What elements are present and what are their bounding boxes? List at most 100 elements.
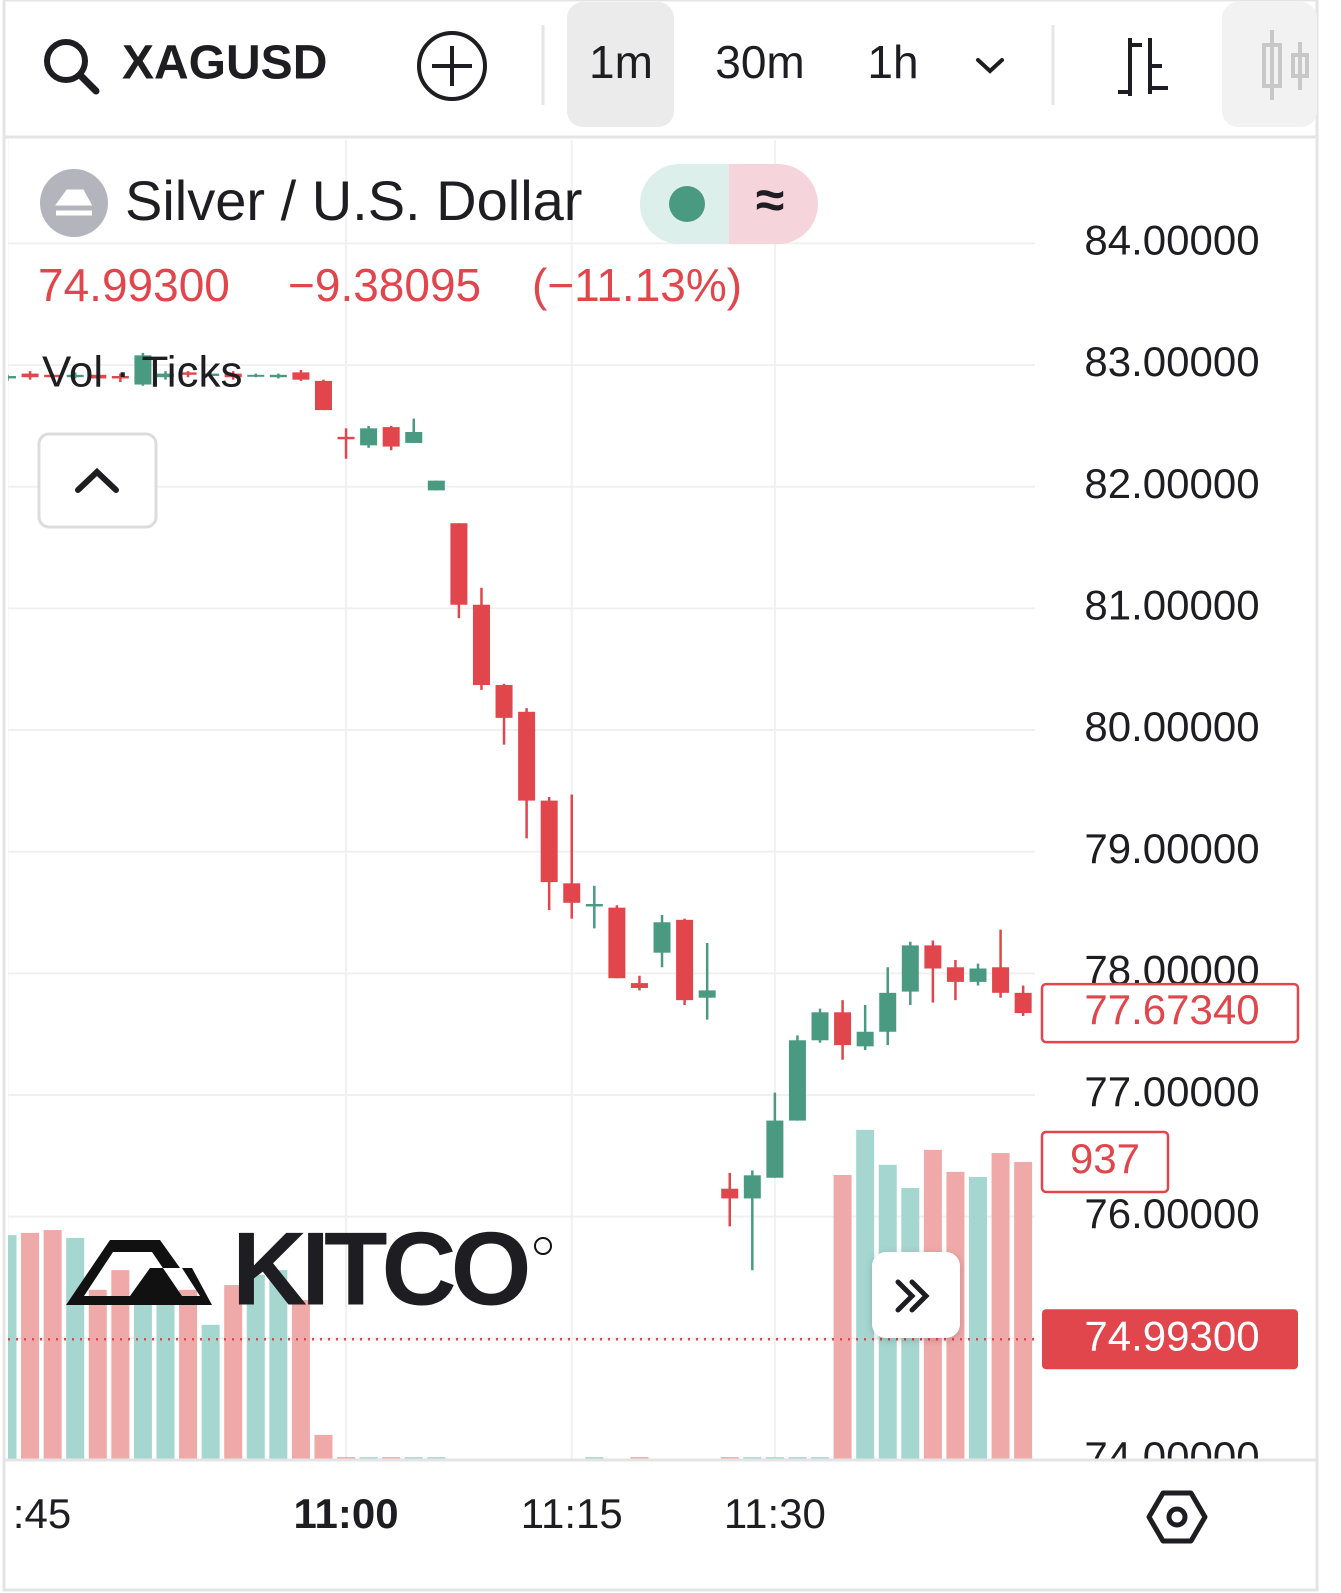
candle-body [992, 967, 1010, 993]
candle-body [743, 1175, 761, 1199]
candle-body [66, 374, 84, 378]
candle-body [879, 992, 897, 1032]
candle-body [111, 376, 129, 379]
button-bg [37, 432, 158, 529]
add-symbol-button[interactable] [417, 31, 487, 101]
y-tick-label: 77.00000 [1084, 1068, 1259, 1115]
button-bg [872, 1252, 960, 1338]
volume-bar [88, 1289, 107, 1460]
volume-bar [314, 1434, 333, 1460]
legend-change-percent: (−11.13%) [532, 259, 742, 311]
gear-icon [1146, 1490, 1208, 1544]
volume-bar [156, 1300, 175, 1460]
volume-bar [8, 1235, 17, 1460]
candle-body [630, 983, 648, 988]
candle-body [360, 428, 378, 446]
candle-body [653, 922, 671, 953]
candle-body [382, 427, 400, 447]
candle-body [134, 355, 152, 385]
price-marker-label: 74.99300 [1084, 1312, 1259, 1359]
time-axis: :45 11:00 11:15 11:30 [13, 1490, 826, 1537]
interval-menu[interactable] [976, 58, 1004, 74]
candle-style-button[interactable] [1222, 2, 1317, 127]
candle-body [946, 967, 964, 982]
candle-body [608, 907, 626, 979]
interval-selected-bg [567, 2, 674, 127]
interval-button[interactable]: 1m [589, 36, 653, 88]
watermark: KITCO [66, 1211, 552, 1327]
candle-body [676, 919, 694, 1001]
x-tick-label: 11:30 [724, 1490, 826, 1537]
candle-body [495, 685, 513, 718]
candle-body [44, 374, 62, 378]
volume-bar [969, 1176, 988, 1460]
candle-body [405, 431, 423, 443]
volume-bar [201, 1324, 220, 1460]
candle-body [563, 883, 581, 903]
interval-button[interactable]: 30m [715, 36, 804, 88]
gear-icon [1166, 1506, 1188, 1528]
chevron-up [75, 467, 119, 493]
volume-bar [833, 1175, 852, 1460]
volume-bar [269, 1270, 288, 1460]
candle-body [8, 376, 16, 379]
y-tick-label: 84.00000 [1084, 217, 1259, 264]
y-tick-label: 74.00000 [1084, 1433, 1259, 1480]
legend-change: −9.38095 [288, 259, 481, 311]
candle-body [834, 1012, 852, 1046]
volume-bar [111, 1270, 130, 1460]
last-close-marker-bg [1040, 982, 1300, 1044]
volume-bar [246, 1274, 265, 1460]
legend-price: 74.99300 [38, 259, 230, 311]
market-open-dot [669, 186, 705, 222]
axis-markers: 74.99300 77.67340 937 [1040, 982, 1300, 1370]
candle-body [766, 1120, 784, 1178]
add-icon [417, 31, 487, 101]
symbol-icon [55, 189, 93, 216]
candle-body [721, 1188, 739, 1199]
logo-registered [534, 1237, 552, 1255]
logo-icon [66, 1240, 212, 1305]
legend-title: Silver / U.S. Dollar [125, 169, 582, 232]
scroll-to-realtime-button[interactable] [872, 1252, 960, 1338]
volume-legend: Vol · Ticks [42, 348, 243, 397]
interval-button[interactable]: 1h [867, 36, 918, 88]
symbol[interactable]: XAGUSD [122, 37, 327, 90]
volume-bar [856, 1129, 875, 1460]
candle-body [179, 372, 197, 375]
volume-bar [991, 1153, 1010, 1460]
volume-bar [1014, 1161, 1033, 1460]
candle-body [901, 945, 919, 992]
candle-body [450, 523, 468, 605]
volume-bar [21, 1232, 40, 1460]
candle-body [224, 373, 242, 378]
search-icon [44, 39, 88, 83]
settings-button[interactable] [1146, 1490, 1208, 1544]
candle-body [518, 711, 536, 801]
candle-body [856, 1031, 874, 1047]
candle-body [269, 374, 287, 378]
search-icon [76, 71, 100, 95]
double-chevron [895, 1279, 930, 1313]
x-tick-label: 11:00 [293, 1490, 398, 1537]
volume-bar [43, 1230, 62, 1460]
price-marker-bg [1042, 1309, 1298, 1370]
x-tick-label: :45 [13, 1490, 71, 1537]
search-button[interactable]: XAGUSD [44, 37, 327, 95]
y-tick-label: 83.00000 [1084, 338, 1259, 385]
legend: Silver / U.S. Dollar ≈ 74.99300 −9.38095… [38, 164, 818, 397]
candle-body [540, 800, 558, 883]
candle-body [472, 604, 490, 686]
volume-bar [224, 1285, 243, 1460]
last-close-marker-label: 77.67340 [1084, 986, 1259, 1033]
candle-body [21, 373, 39, 378]
candle-body [924, 945, 942, 969]
logo-text: KITCO [232, 1211, 528, 1327]
y-tick-label: 76.00000 [1084, 1190, 1259, 1237]
volume-bar [179, 1289, 198, 1460]
bar-style-button[interactable] [1118, 38, 1168, 96]
collapse-legend-button[interactable] [37, 432, 158, 529]
volume-bar [66, 1237, 85, 1460]
volume-marker-label: 937 [1070, 1135, 1140, 1182]
